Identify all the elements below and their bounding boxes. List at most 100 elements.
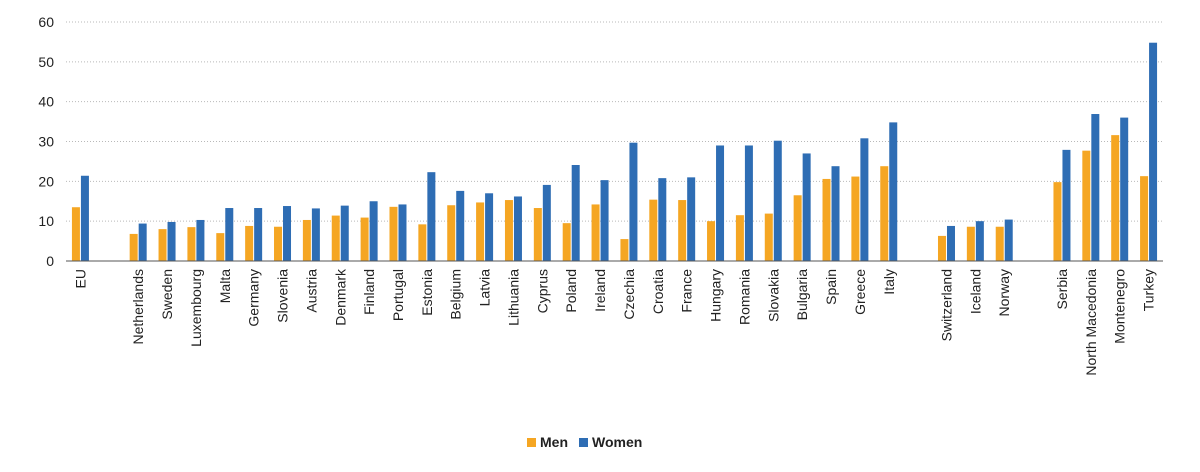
bar-women [196,219,205,261]
bar-men [764,213,773,261]
bar-women [802,153,811,261]
legend-swatch-men [527,438,536,447]
bar-men [274,226,283,261]
x-category-label: Cyprus [534,269,550,313]
x-category-label: Netherlands [130,269,146,345]
x-category-label: Hungary [708,269,724,322]
bar-men [331,215,340,261]
bar-men [995,226,1004,261]
x-category-label: France [679,269,695,313]
bar-men [447,205,456,261]
legend-label-men: Men [540,434,568,450]
legend-label-women: Women [592,434,642,450]
bar-men [476,202,485,261]
x-category-label: Serbia [1054,269,1070,310]
x-category-label: Norway [996,269,1012,316]
x-category-label: Montenegro [1112,269,1128,344]
y-tick-label: 0 [46,253,54,269]
bar-men [620,239,629,261]
bar-men [822,178,831,261]
bar-women [860,138,869,261]
bar-women [456,190,465,261]
x-category-label: North Macedonia [1083,269,1099,376]
bar-women [975,221,984,261]
bar-women [571,165,580,261]
x-category-label: Iceland [967,269,983,314]
bar-men [216,233,225,261]
bar-women [1062,149,1071,261]
y-tick-label: 50 [38,54,54,70]
y-axis-ticks: 0 10 20 30 40 50 60 [38,14,54,269]
x-category-label: Denmark [332,268,348,326]
bar-women [340,205,349,261]
bar-men [1111,135,1120,261]
x-category-label: Bulgaria [794,269,810,321]
x-category-label: Ireland [592,269,608,312]
bar-men [245,225,254,261]
y-tick-label: 30 [38,134,54,150]
x-category-label: Romania [736,269,752,325]
x-category-label: Italy [881,269,897,295]
bar-women [600,180,609,261]
bar-women [427,172,436,261]
bar-women [138,223,147,261]
x-category-label: EU [72,269,88,288]
gridlines [66,21,1163,222]
bar-women [658,178,667,261]
bar-women [167,221,176,261]
bar-men [1053,182,1062,261]
bar-women [889,122,898,261]
legend-swatch-women [579,438,588,447]
bar-women [485,193,494,261]
bar-women [744,145,753,261]
x-category-label: Lithuania [505,269,521,326]
x-category-label: Turkey [1141,269,1157,311]
x-category-label: Germany [246,269,262,327]
bar-men [158,229,167,261]
bar-women [254,208,263,261]
x-axis-category-labels: EU Netherlands Sweden Luxembourg Malta German… [72,268,1156,376]
x-category-label: Portugal [390,269,406,321]
bar-men [591,204,600,261]
x-category-label: Croatia [650,269,666,314]
x-category-label: Poland [563,269,579,313]
bar-men [966,226,975,261]
bar-men [707,221,716,261]
bar-women [1091,114,1100,261]
bar-men [1140,176,1149,261]
bar-women [283,206,292,261]
bar-women [1120,117,1129,261]
bar-men [678,200,687,261]
x-category-label: Estonia [419,269,435,316]
bar-women [80,175,89,261]
bar-women [687,177,696,261]
bar-women [398,204,407,261]
y-tick-label: 20 [38,173,54,189]
bar-women [716,145,725,261]
x-category-label: Slovenia [275,269,291,323]
y-tick-label: 60 [38,14,54,30]
bar-men [880,166,889,261]
bar-men [649,199,658,261]
bar-men [533,208,542,261]
bar-men [360,217,369,261]
x-category-label: Spain [823,269,839,305]
y-tick-label: 10 [38,213,54,229]
bar-men [187,227,196,261]
bar-men [1082,150,1091,261]
x-category-label: Finland [361,269,377,315]
x-category-label: Czechia [621,269,637,320]
bar-men [129,233,138,261]
bar-men [302,219,311,261]
bar-men [71,207,80,261]
bar-women [513,196,522,261]
bar-women [629,142,638,261]
bar-women [311,208,320,261]
x-category-label: Greece [852,269,868,315]
legend: Men Women [527,434,642,450]
x-category-label: Sweden [159,269,175,320]
bar-women [542,184,551,261]
bar-men [735,215,744,261]
